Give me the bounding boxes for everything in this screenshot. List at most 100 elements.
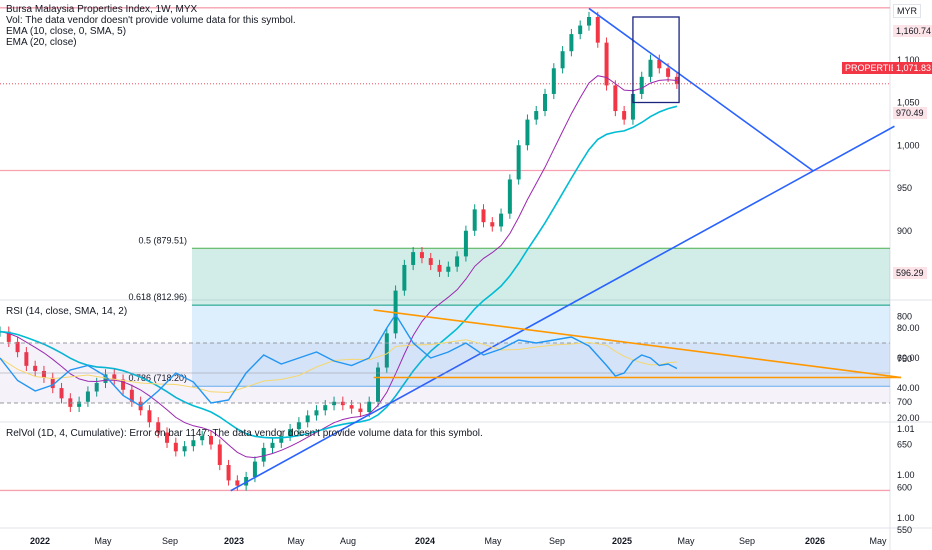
high-level-tag: 1,160.74 (893, 25, 932, 37)
rsi-ma-line (0, 339, 677, 394)
candle-body (323, 405, 328, 411)
last-price-tag: 1,071.83 (893, 62, 932, 74)
candle-body (270, 442, 275, 448)
price-tick-label: 700 (897, 397, 912, 407)
time-tick-label: 2026 (805, 536, 825, 546)
candle-body (182, 446, 187, 452)
trendline (588, 7, 814, 172)
price-tick-label: 1,100 (897, 55, 920, 65)
candle-body (41, 370, 46, 378)
time-tick-label: May (677, 536, 695, 546)
candle-body (578, 25, 583, 35)
chart-title: Bursa Malaysia Properties Index, 1W, MYX (6, 4, 198, 15)
highlight-box (632, 16, 680, 104)
candle-body (33, 365, 38, 371)
candle-body (411, 252, 416, 265)
price-tick-label: 650 (897, 440, 912, 450)
candle-body (384, 333, 389, 368)
candle-body (534, 111, 539, 120)
fib-level-label: 0.618 (812.96) (128, 292, 187, 302)
relvol-legend: RelVol (1D, 4, Cumulative): Error on bar… (6, 428, 483, 439)
candle-body (446, 266, 451, 272)
candle-body (279, 435, 284, 443)
candle-body (419, 252, 424, 259)
candle-body (165, 432, 170, 443)
price-tick-label: 600 (897, 482, 912, 492)
candle-body (622, 111, 627, 120)
rsi-tick-label: 60.00 (897, 353, 920, 363)
candle-body (455, 256, 460, 267)
candle-body (499, 213, 504, 227)
trendline (230, 170, 814, 492)
candle-body (112, 374, 117, 380)
price-tick-label: 1,000 (897, 140, 920, 150)
candle-body (217, 444, 222, 466)
rsi-legend: RSI (14, close, SMA, 14, 2) (6, 306, 128, 317)
time-tick-label: May (869, 536, 887, 546)
candle-body (551, 68, 556, 94)
candle-body (94, 382, 99, 392)
candle-body (6, 331, 11, 342)
currency-label[interactable]: MYR (893, 4, 921, 18)
candle-body (173, 442, 178, 452)
candle-body (200, 435, 205, 441)
candle-body (121, 379, 126, 390)
rsi-tick-label: 80.00 (897, 323, 920, 333)
candle-body (358, 408, 363, 413)
candle-body (367, 401, 372, 413)
candle-body (191, 440, 196, 447)
fib-zone (192, 248, 890, 306)
candle-body (208, 435, 213, 445)
candle-body (402, 264, 407, 291)
candle-body (463, 230, 468, 257)
candle-body (595, 17, 600, 43)
candle-body (15, 341, 20, 353)
time-tick-label: May (484, 536, 502, 546)
price-tick-label: 950 (897, 183, 912, 193)
price-tick-label: 800 (897, 311, 912, 321)
symbol-tag: PROPERTIES (842, 62, 906, 74)
candle-body (657, 59, 662, 69)
candle-body (393, 290, 398, 334)
candle-body (516, 145, 521, 180)
rsi-line (0, 313, 678, 407)
candle-body (507, 179, 512, 214)
candle-body (437, 264, 442, 272)
fib-level-label: 0.5 (879.51) (138, 235, 187, 245)
candle-body (543, 93, 548, 112)
mid-level-tag: 970.49 (893, 107, 927, 119)
time-tick-label: 2023 (224, 536, 244, 546)
candle-body (666, 68, 671, 77)
volume-note: Vol: The data vendor doesn't provide vol… (6, 15, 296, 26)
time-tick-label: Sep (162, 536, 178, 546)
candle-body (630, 93, 635, 120)
relvol-tick-label: 1.01 (897, 424, 915, 434)
candle-body (648, 59, 653, 77)
candle-body (428, 258, 433, 265)
candle-body (613, 85, 618, 112)
candle-body (472, 209, 477, 231)
candle-body (85, 391, 90, 402)
price-tick-label: 750 (897, 354, 912, 364)
time-tick-label: 2022 (30, 536, 50, 546)
candle-body (314, 410, 319, 416)
fib-zone (192, 305, 890, 387)
low-level-tag: 596.29 (893, 267, 927, 279)
time-tick-label: Aug (340, 536, 356, 546)
ema20-line (0, 105, 678, 439)
candle-body (490, 222, 495, 227)
candle-body (604, 42, 609, 86)
candle-body (305, 415, 310, 423)
candle-body (340, 401, 345, 406)
candle-body (376, 367, 380, 402)
candle-body (252, 461, 257, 477)
ema20-label: EMA (20, close) (6, 37, 77, 48)
chart-legend: Bursa Malaysia Properties Index, 1W, MYX… (6, 4, 296, 48)
candle-body (147, 410, 152, 423)
relvol-tick-label: 1.00 (897, 513, 915, 523)
candle-body (349, 405, 354, 409)
candle-body (226, 465, 231, 481)
candle-body (525, 119, 530, 146)
fib-level-label: 0.786 (718.20) (128, 373, 187, 383)
